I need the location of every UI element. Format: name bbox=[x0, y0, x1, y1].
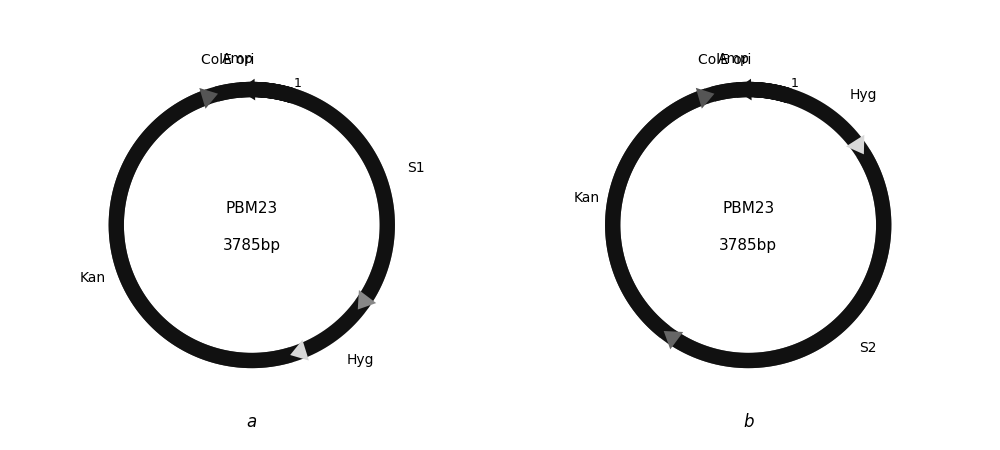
Polygon shape bbox=[290, 340, 309, 360]
Text: Amp: Amp bbox=[718, 52, 750, 66]
Text: ColE ori: ColE ori bbox=[698, 53, 751, 67]
Text: ColE ori: ColE ori bbox=[201, 53, 255, 67]
Polygon shape bbox=[239, 79, 255, 100]
Text: Hyg: Hyg bbox=[850, 88, 878, 102]
Text: Hyg: Hyg bbox=[347, 353, 374, 368]
Polygon shape bbox=[846, 135, 864, 154]
Text: S1: S1 bbox=[407, 162, 425, 176]
Polygon shape bbox=[199, 88, 218, 109]
Text: PBM23: PBM23 bbox=[226, 201, 278, 216]
Text: 1: 1 bbox=[294, 76, 302, 90]
Text: 3785bp: 3785bp bbox=[223, 238, 281, 253]
Text: Kan: Kan bbox=[80, 270, 106, 284]
Text: 3785bp: 3785bp bbox=[719, 238, 777, 253]
Text: Amp: Amp bbox=[222, 52, 254, 66]
Text: b: b bbox=[743, 413, 753, 431]
Text: S2: S2 bbox=[859, 341, 876, 355]
Polygon shape bbox=[664, 331, 683, 349]
Text: a: a bbox=[247, 413, 257, 431]
Text: 1: 1 bbox=[790, 76, 798, 90]
Polygon shape bbox=[696, 88, 714, 108]
Polygon shape bbox=[358, 290, 376, 310]
Polygon shape bbox=[735, 79, 752, 100]
Text: Kan: Kan bbox=[573, 191, 600, 205]
Text: PBM23: PBM23 bbox=[722, 201, 774, 216]
